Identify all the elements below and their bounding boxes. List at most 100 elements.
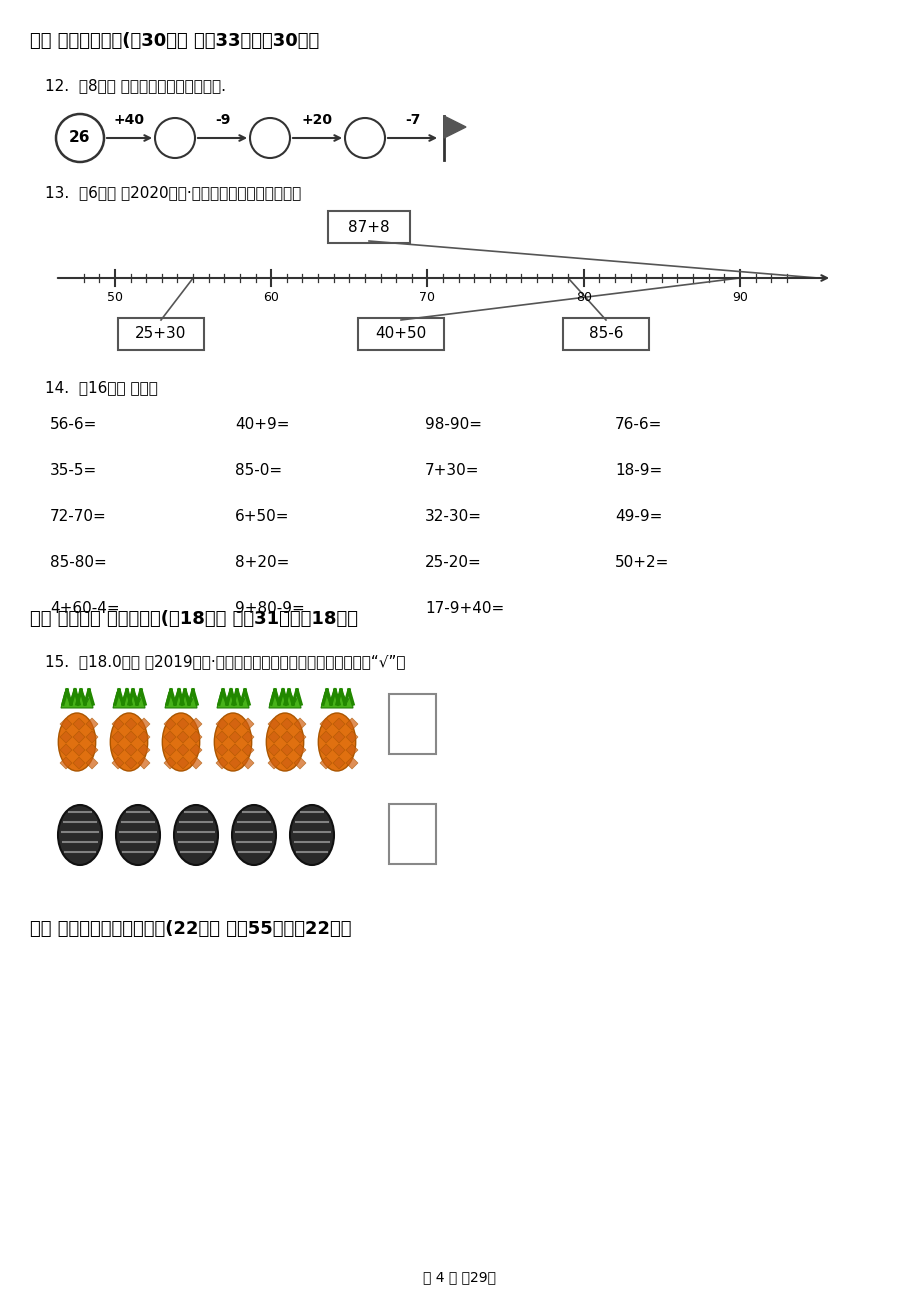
Text: 40+9=: 40+9=	[234, 417, 289, 432]
Polygon shape	[176, 730, 188, 743]
Text: 40+50: 40+50	[375, 327, 426, 341]
Polygon shape	[242, 743, 254, 756]
FancyBboxPatch shape	[389, 805, 436, 865]
Polygon shape	[113, 687, 145, 708]
Text: 85-0=: 85-0=	[234, 464, 282, 478]
Text: 56-6=: 56-6=	[50, 417, 97, 432]
Polygon shape	[112, 743, 124, 756]
Polygon shape	[320, 730, 332, 743]
Polygon shape	[280, 717, 292, 730]
Ellipse shape	[58, 805, 102, 865]
Polygon shape	[294, 743, 306, 756]
Ellipse shape	[289, 805, 334, 865]
Polygon shape	[60, 730, 72, 743]
Text: 18-9=: 18-9=	[614, 464, 662, 478]
Polygon shape	[176, 743, 188, 756]
Text: 7+30=: 7+30=	[425, 464, 479, 478]
Polygon shape	[346, 756, 357, 769]
Text: 25+30: 25+30	[135, 327, 187, 341]
Polygon shape	[216, 730, 228, 743]
Text: 35-5=: 35-5=	[50, 464, 97, 478]
Polygon shape	[190, 730, 202, 743]
Polygon shape	[267, 743, 279, 756]
Text: 98-90=: 98-90=	[425, 417, 482, 432]
Polygon shape	[112, 756, 124, 769]
Polygon shape	[320, 743, 332, 756]
Polygon shape	[242, 730, 254, 743]
Polygon shape	[61, 687, 93, 708]
Polygon shape	[346, 730, 357, 743]
Text: 49-9=: 49-9=	[614, 509, 662, 523]
Ellipse shape	[174, 805, 218, 865]
Text: 12.  （8分） 比一比，看谁先得到红旗.: 12. （8分） 比一比，看谁先得到红旗.	[45, 78, 226, 92]
Polygon shape	[229, 717, 241, 730]
Polygon shape	[294, 730, 306, 743]
Polygon shape	[176, 717, 188, 730]
Ellipse shape	[162, 713, 199, 771]
Text: 26: 26	[69, 130, 91, 146]
Polygon shape	[85, 730, 98, 743]
Text: 76-6=: 76-6=	[614, 417, 662, 432]
Ellipse shape	[232, 805, 276, 865]
Text: -7: -7	[404, 113, 420, 128]
Polygon shape	[138, 756, 150, 769]
Polygon shape	[346, 743, 357, 756]
Text: 8+20=: 8+20=	[234, 555, 289, 570]
Text: 6+50=: 6+50=	[234, 509, 289, 523]
Polygon shape	[333, 756, 345, 769]
FancyBboxPatch shape	[357, 318, 444, 350]
Polygon shape	[268, 687, 301, 708]
Polygon shape	[216, 756, 228, 769]
Polygon shape	[85, 743, 98, 756]
Polygon shape	[125, 717, 137, 730]
Polygon shape	[267, 730, 279, 743]
Text: 13.  （6分） （2020一下·西山期末）照样子连一连。: 13. （6分） （2020一下·西山期末）照样子连一连。	[45, 185, 301, 201]
Polygon shape	[60, 743, 72, 756]
Polygon shape	[138, 743, 150, 756]
Text: 32-30=: 32-30=	[425, 509, 482, 523]
Polygon shape	[73, 756, 85, 769]
Ellipse shape	[116, 805, 160, 865]
Polygon shape	[444, 116, 466, 138]
Polygon shape	[60, 717, 72, 730]
Ellipse shape	[110, 713, 148, 771]
FancyBboxPatch shape	[328, 211, 410, 243]
Text: 四、 学会填表 回答问题。(內18分） （內31题；內18分）: 四、 学会填表 回答问题。(內18分） （內31题；內18分）	[30, 611, 357, 628]
Text: 15.  （18.0分） （2019一上·武城期末）在个数多的后面的口里面画“√”。: 15. （18.0分） （2019一上·武城期末）在个数多的后面的口里面画“√”…	[45, 654, 405, 669]
Text: 9+80-9=: 9+80-9=	[234, 602, 304, 616]
Text: 14.  （16分） 算一算: 14. （16分） 算一算	[45, 380, 158, 395]
Polygon shape	[60, 756, 72, 769]
Polygon shape	[112, 717, 124, 730]
Polygon shape	[73, 743, 85, 756]
Text: 50: 50	[107, 292, 123, 303]
Text: 85-6: 85-6	[588, 327, 622, 341]
Polygon shape	[164, 756, 176, 769]
Polygon shape	[112, 730, 124, 743]
Text: 70: 70	[419, 292, 435, 303]
Polygon shape	[333, 730, 345, 743]
Polygon shape	[73, 730, 85, 743]
Polygon shape	[346, 717, 357, 730]
Text: 72-70=: 72-70=	[50, 509, 107, 523]
Polygon shape	[190, 717, 202, 730]
Polygon shape	[73, 717, 85, 730]
Text: 五、 走进生活，解决问题。(22分） （內55题；內22分）: 五、 走进生活，解决问题。(22分） （內55题；內22分）	[30, 921, 351, 937]
Polygon shape	[165, 687, 197, 708]
Polygon shape	[242, 756, 254, 769]
FancyBboxPatch shape	[562, 318, 648, 350]
Polygon shape	[216, 743, 228, 756]
Polygon shape	[190, 743, 202, 756]
Polygon shape	[280, 730, 292, 743]
Text: 17-9+40=: 17-9+40=	[425, 602, 504, 616]
Polygon shape	[294, 717, 306, 730]
Polygon shape	[138, 730, 150, 743]
Polygon shape	[216, 717, 228, 730]
Polygon shape	[85, 756, 98, 769]
Text: -9: -9	[214, 113, 230, 128]
Text: 25-20=: 25-20=	[425, 555, 482, 570]
Text: +20: +20	[301, 113, 333, 128]
Polygon shape	[125, 743, 137, 756]
Polygon shape	[164, 743, 176, 756]
Polygon shape	[125, 730, 137, 743]
Polygon shape	[164, 717, 176, 730]
